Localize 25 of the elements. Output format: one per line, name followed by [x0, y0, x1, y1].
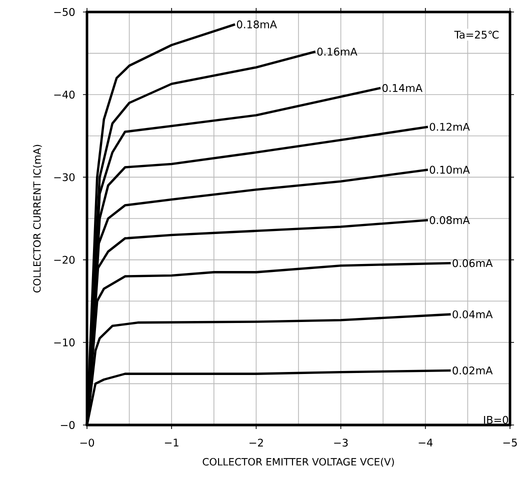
y-tick-label: −30	[54, 173, 75, 182]
series-label: 0.18mA	[236, 20, 277, 28]
y-tick-label: −20	[54, 256, 75, 264]
x-tick-label: −4	[418, 438, 433, 446]
series-label: 0.16mA	[317, 48, 358, 56]
x-axis-title: COLLECTOR EMITTER VOLTAGE VCE(V)	[202, 458, 394, 467]
y-tick-label: −40	[54, 90, 75, 99]
series-label: 0.02mA	[452, 366, 493, 374]
x-tick-label: −3	[334, 438, 348, 447]
x-tick-label: −0	[80, 438, 94, 447]
series-label: 0.10mA	[430, 166, 470, 174]
series-label: 0.14mA	[382, 84, 422, 92]
y-tick-label: −0	[60, 421, 75, 429]
y-axis-title: COLLECTOR CURRENT IC(mA)	[33, 144, 42, 292]
legend-label: IB=0	[484, 416, 508, 424]
x-tick-label: −2	[250, 438, 263, 446]
legend-label: 0.06mA	[452, 259, 493, 268]
y-tick-label: −10	[54, 338, 75, 346]
y-tick-label: −50	[54, 8, 75, 16]
series-label: 0.12mA	[430, 122, 470, 131]
series-label: 0.08mA	[430, 216, 470, 224]
series-label: 0.04mA	[452, 310, 493, 318]
annotation: Ta=25℃	[454, 30, 499, 39]
x-tick-label: −5	[503, 438, 517, 447]
x-tick-label: −1	[164, 438, 178, 446]
